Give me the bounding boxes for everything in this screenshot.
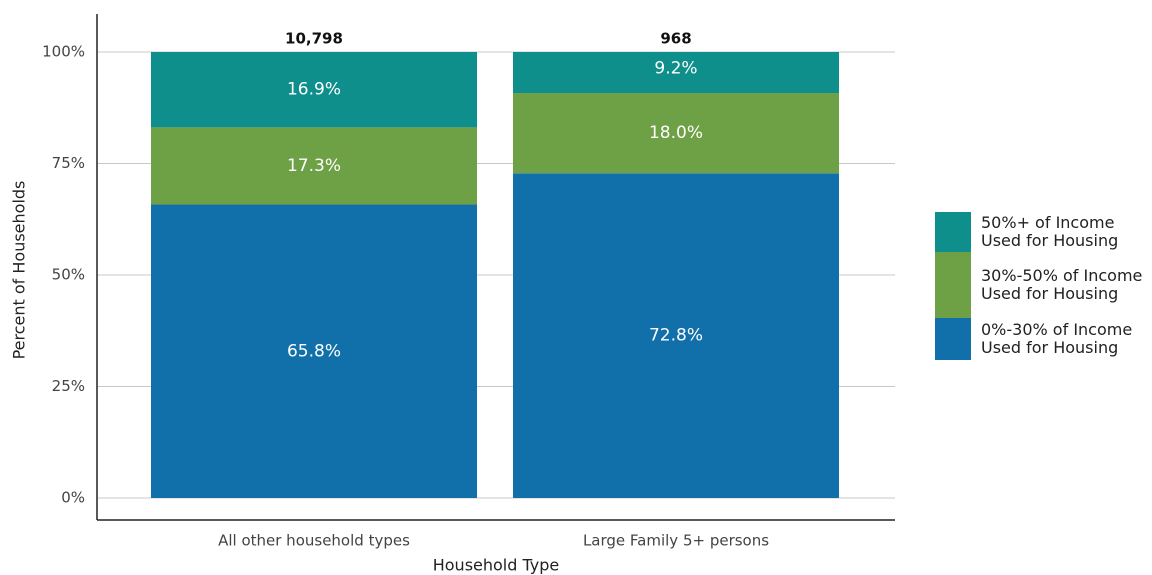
total-label: 968 [660, 30, 691, 48]
legend: 50%+ of Income Used for Housing 30%-50% o… [935, 212, 1150, 360]
bar-segment [513, 173, 839, 498]
value-label: 65.8% [287, 341, 341, 361]
value-label: 17.3% [287, 156, 341, 176]
legend-label: 0%-30% of Income Used for Housing [981, 320, 1133, 357]
legend-swatch [935, 318, 971, 360]
legend-item: 0%-30% of Income Used for Housing [935, 318, 1150, 360]
y-tick-label: 0% [61, 489, 85, 507]
x-tick-label: All other household types [218, 532, 410, 550]
y-axis-label: Percent of Households [10, 181, 29, 360]
legend-label: 30%-50% of Income Used for Housing [981, 266, 1143, 303]
legend-swatch [935, 212, 971, 252]
y-tick-label: 75% [52, 154, 85, 172]
bar-segment [151, 52, 477, 128]
legend-item: 50%+ of Income Used for Housing [935, 212, 1150, 252]
legend-swatch [935, 252, 971, 318]
bar-segment [513, 52, 839, 94]
legend-label: 50%+ of Income Used for Housing [981, 213, 1119, 250]
y-tick-label: 50% [52, 266, 85, 284]
y-tick-label: 25% [52, 377, 85, 395]
bar-segment [513, 93, 839, 174]
x-tick-label: Large Family 5+ persons [583, 532, 769, 550]
value-label: 16.9% [287, 80, 341, 100]
value-label: 72.8% [649, 326, 703, 346]
total-label: 10,798 [285, 30, 343, 48]
value-label: 18.0% [649, 123, 703, 143]
bar-segment [151, 127, 477, 205]
legend-item: 30%-50% of Income Used for Housing [935, 252, 1150, 318]
x-axis-label: Household Type [433, 556, 560, 575]
bar-segment [151, 204, 477, 499]
value-label: 9.2% [654, 59, 697, 79]
y-tick-label: 100% [42, 43, 85, 61]
